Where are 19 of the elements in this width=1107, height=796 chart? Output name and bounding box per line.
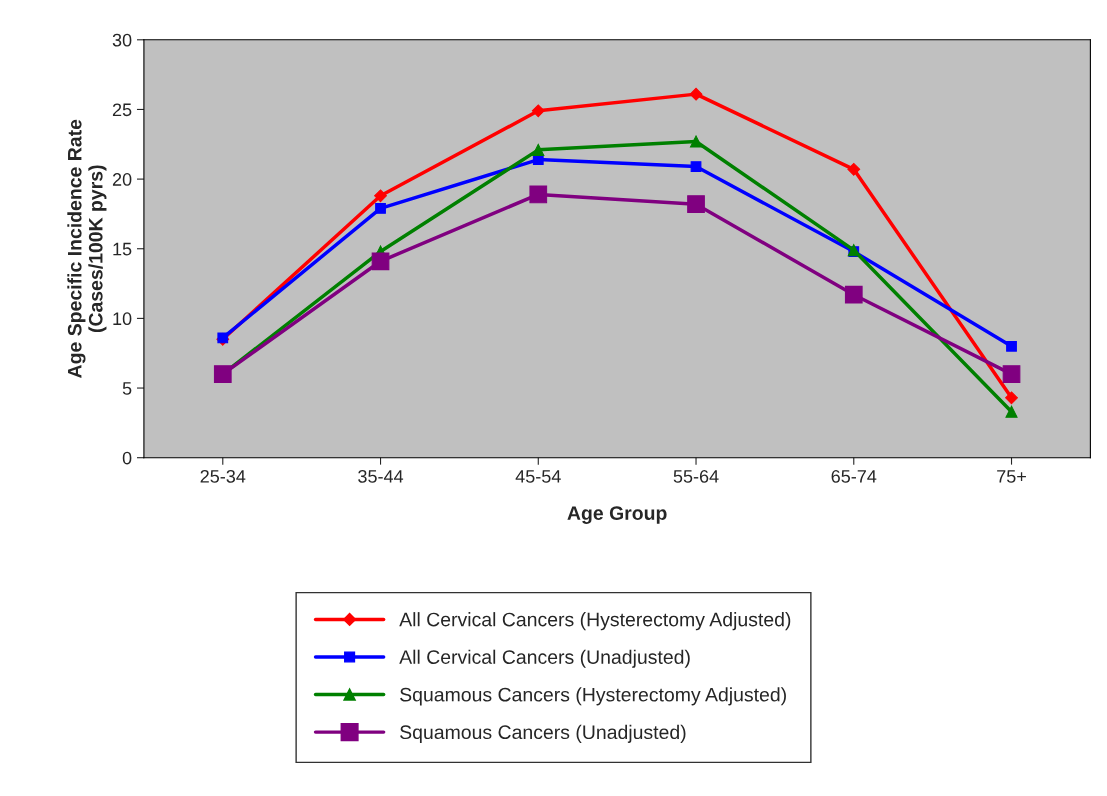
y-tick-label: 10 [113,312,132,326]
legend-label: All Cervical Cancers (Unadjusted) [399,649,690,668]
x-tick-label: 25-34 [200,469,246,483]
x-tick-label: 75+ [997,470,1026,483]
y-tick-label: 25 [112,103,132,117]
legend-label: Squamous Cancers (Unadjusted) [400,724,686,743]
x-tick-label: 45-54 [515,470,561,483]
y-tick-label: 15 [113,242,132,256]
x-tick-label: 35-44 [358,469,404,483]
y-tick-label: 0 [122,451,132,465]
legend-label: Squamous Cancers (Hysterectomy Adjusted) [400,687,786,706]
y-tick-label: 20 [112,173,132,186]
y-axis-title: Age Specific Incidence Rate (Cases/100K pyrs) [67,119,107,378]
x-tick-label: 55-64 [673,469,719,483]
x-tick-label: 65-74 [831,469,877,483]
y-tick-label: 30 [112,33,132,47]
y-tick-label: 5 [122,382,132,395]
legend-label: All Cervical Cancers (Hysterectomy Adjusted) [399,612,791,631]
x-axis-title: Age Group [567,506,667,524]
